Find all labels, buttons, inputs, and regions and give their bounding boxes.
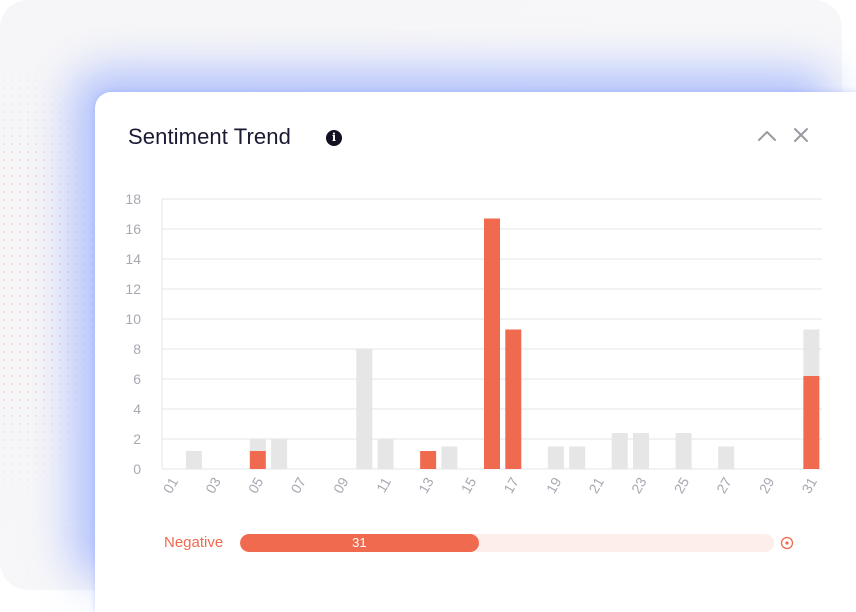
x-axis-ticks: 01 03 05 07 09 11 13 15 17 19 21 23 25 27 29 31 [160,474,820,496]
x-tick-label: 31 [798,474,820,496]
x-tick-label: 03 [202,474,224,496]
x-tick-label: 09 [330,474,352,496]
y-tick-label: 10 [125,311,141,327]
x-tick-label: 25 [671,474,693,496]
x-tick-label: 27 [713,474,735,496]
bar-other-11[interactable] [377,439,394,469]
bar-other-06[interactable] [271,439,288,469]
y-tick-label: 6 [133,371,141,387]
x-tick-label: 15 [458,474,480,496]
sentiment-trend-panel [95,92,856,612]
negative-progress-track: 31 [240,534,774,552]
bar-negative-16[interactable] [484,218,500,470]
target-icon[interactable] [780,536,794,550]
negative-progress-fill: 31 [240,534,479,552]
y-tick-label: 14 [125,251,141,267]
y-tick-label: 4 [133,401,141,417]
bar-other-20[interactable] [569,446,586,470]
bar-negative-31[interactable] [803,376,820,469]
x-tick-label: 23 [628,474,650,496]
bar-negative-05[interactable] [249,451,266,469]
info-icon[interactable]: i [326,130,342,146]
x-tick-label: 21 [585,474,607,496]
x-tick-label: 29 [756,474,778,496]
bar-negative-17[interactable] [505,329,522,470]
x-tick-label: 17 [500,474,522,496]
bar-other-22[interactable] [611,433,628,469]
bar-other-19[interactable] [547,446,564,470]
bar-other-05[interactable] [249,439,266,451]
x-tick-label: 07 [287,474,309,496]
y-axis-ticks: 0 2 4 6 8 10 12 14 16 18 [125,191,141,477]
y-tick-label: 2 [133,431,141,447]
bar-other-27[interactable] [718,446,735,470]
x-tick-label: 19 [543,474,565,496]
y-tick-label: 16 [125,221,141,237]
bar-other-14[interactable] [441,446,458,470]
bar-other-02[interactable] [185,451,202,469]
bar-other-25[interactable] [675,433,692,469]
y-tick-label: 12 [125,281,141,297]
bar-other-10[interactable] [356,349,373,469]
chevron-up-icon[interactable] [756,126,778,144]
x-tick-label: 05 [245,474,267,496]
x-tick-label: 13 [415,474,437,496]
y-tick-label: 8 [133,341,141,357]
bar-other-23[interactable] [633,433,650,469]
chart-bars [185,218,820,470]
x-tick-label: 01 [160,474,182,496]
y-tick-label: 18 [125,191,141,207]
y-tick-label: 0 [133,461,141,477]
widget-title: Sentiment Trend [128,124,291,149]
bar-other-31[interactable] [803,329,820,377]
bar-negative-13[interactable] [420,451,437,469]
negative-summary-label: Negative [164,534,224,551]
close-icon[interactable] [792,126,810,144]
x-tick-label: 11 [373,474,394,495]
